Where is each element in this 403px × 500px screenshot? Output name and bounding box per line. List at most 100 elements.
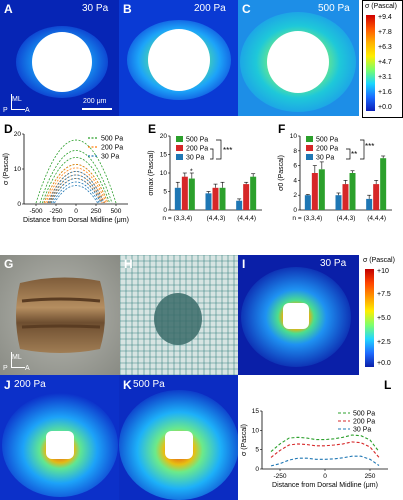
y-axis-title: σ0 (Pascal): [278, 155, 285, 191]
bar-30-pa: [236, 200, 243, 210]
significance-bracket: [216, 139, 222, 160]
chart-d: -500 -250 0 250 500 0 10 20 σ (Pascal) Distance f…: [3, 131, 129, 224]
bar-200-pa: [342, 184, 349, 210]
panel-b-label: B: [123, 2, 132, 16]
heatmap-b: [119, 0, 238, 116]
y-tick-label: 2: [293, 192, 297, 199]
x-tick-label: 250: [91, 208, 102, 215]
panel-h: H: [120, 255, 238, 375]
panel-k: K 500 Pa: [119, 375, 238, 500]
bar-200-pa: [373, 184, 380, 210]
bar-500-pa: [380, 158, 387, 210]
axis-a-label-g: A: [25, 365, 30, 372]
legend-swatch: [306, 136, 313, 142]
y-tick-label: 15: [252, 408, 260, 415]
curve-1: [43, 163, 109, 204]
heatmap-a: [0, 0, 119, 116]
y-tick-label: 0: [17, 201, 21, 208]
curve-2: [52, 181, 100, 204]
panel-e: E 0 5 10 15 20 σmax (Pascal) n = (3,3,4) (4,4,3…: [144, 120, 274, 232]
axis-p-label: P: [3, 107, 8, 114]
bottom-colorbar-tick-1: +7.5: [377, 291, 391, 298]
group-label: (4,4,3): [207, 215, 226, 222]
panel-f: F 0 2 4 6 8 10 σ0 (Pascal) n = (3,3,4) (4,4,3) (4…: [274, 120, 403, 232]
curve-0: [35, 139, 117, 204]
curve-2: [50, 178, 102, 204]
y-tick-label: 20: [14, 131, 22, 138]
axis-arrow-vertical-g: [11, 352, 12, 367]
y-tick-label: 5: [255, 447, 259, 454]
scale-bar-label: 200 μm: [83, 98, 107, 105]
legend-label: 30 Pa: [353, 427, 371, 434]
bar-500-pa: [349, 173, 356, 210]
panel-d-label: D: [4, 122, 13, 136]
panel-j: J 200 Pa: [0, 375, 119, 500]
bottom-colorbar-tick-3: +2.5: [377, 339, 391, 346]
legend-swatch: [176, 136, 183, 142]
group-label: (4,4,4): [237, 215, 256, 222]
bar-200-pa: [311, 173, 318, 210]
panel-i-pressure: 30 Pa: [320, 258, 347, 269]
y-tick-label: 10: [290, 133, 298, 140]
heatmap-k: [119, 375, 238, 500]
bar-500-pa: [219, 187, 226, 210]
legend-label: 500 Pa: [186, 137, 208, 144]
y-tick-label: 0: [255, 466, 259, 473]
panel-a-label: A: [4, 2, 13, 16]
group-label: n = (3,3,4): [162, 215, 192, 222]
legend-label: 200 Pa: [353, 419, 375, 426]
significance-bracket-inner: [346, 148, 351, 160]
axis-ml-label-g: ML: [12, 354, 22, 361]
bar-30-pa: [205, 193, 212, 210]
y-tick-label: 10: [160, 170, 168, 177]
chart-e: 0 5 10 15 20 σmax (Pascal) n = (3,3,4) (4,4,3) (…: [148, 133, 262, 222]
bottom-colorbar-tick-4: +0.0: [377, 360, 391, 367]
x-tick-label: 0: [74, 208, 78, 215]
x-tick-label: -500: [29, 208, 42, 215]
significance-stars: ***: [223, 146, 232, 155]
heatmap-i: [238, 255, 359, 375]
panel-a: A 30 Pa ML P A 200 μm: [0, 0, 119, 116]
top-colorbar-tick-4: +3.1: [378, 74, 392, 81]
x-tick-label: 500: [111, 208, 122, 215]
bar-200-pa: [181, 176, 188, 210]
y-tick-label: 15: [160, 152, 168, 159]
legend-label: 30 Pa: [316, 155, 334, 162]
legend-label: 30 Pa: [186, 155, 204, 162]
bottom-colorbar-gradient: [365, 269, 374, 367]
panel-l: L -250 0 250 0 5 10 15 σ (Pascal) Distance from …: [238, 375, 403, 500]
y-tick-label: 0: [293, 207, 297, 214]
bar-500-pa: [318, 169, 325, 210]
legend-label: 30 Pa: [101, 154, 119, 161]
legend-label: 200 Pa: [186, 146, 208, 153]
bar-500-pa: [250, 176, 257, 210]
series-line-1: [270, 441, 380, 458]
chart-l: -250 0 250 0 5 10 15 σ (Pascal) Distance from Do…: [241, 408, 388, 489]
legend-swatch: [176, 154, 183, 160]
panel-k-label: K: [123, 378, 132, 392]
y-axis-title: σ (Pascal): [3, 153, 10, 185]
panel-h-label: H: [124, 257, 133, 271]
x-tick-label: -250: [273, 473, 286, 480]
axis-arrow-horizontal: [11, 109, 25, 110]
y-tick-label: 5: [163, 189, 167, 196]
panel-i: I 30 Pa: [238, 255, 359, 375]
bottom-colorbar-tick-0: +10: [377, 268, 389, 275]
bar-30-pa: [304, 195, 311, 210]
panel-b: B 200 Pa: [119, 0, 238, 116]
significance-bracket-inner: [210, 148, 214, 160]
panel-e-label: E: [148, 122, 157, 136]
y-tick-label: 20: [160, 133, 168, 140]
chart-f: 0 2 4 6 8 10 σ0 (Pascal) n = (3,3,4) (4,4,3) (4,4…: [278, 133, 392, 222]
top-colorbar-tick-6: +0.0: [378, 104, 392, 111]
bar-200-pa: [212, 187, 219, 210]
mesh-h: [120, 255, 238, 375]
x-tick-label: 250: [365, 473, 376, 480]
bottom-colorbar-tick-2: +5.0: [377, 315, 391, 322]
y-axis-title: σ (Pascal): [241, 424, 248, 456]
panel-g-label: G: [4, 257, 14, 271]
y-tick-label: 6: [293, 163, 297, 170]
legend-label: 200 Pa: [316, 146, 338, 153]
top-colorbar: σ (Pascal) +9.4 +7.8 +6.3 +4.7 +3.1 +1.6…: [362, 0, 403, 118]
axis-p-label-g: P: [3, 365, 8, 372]
